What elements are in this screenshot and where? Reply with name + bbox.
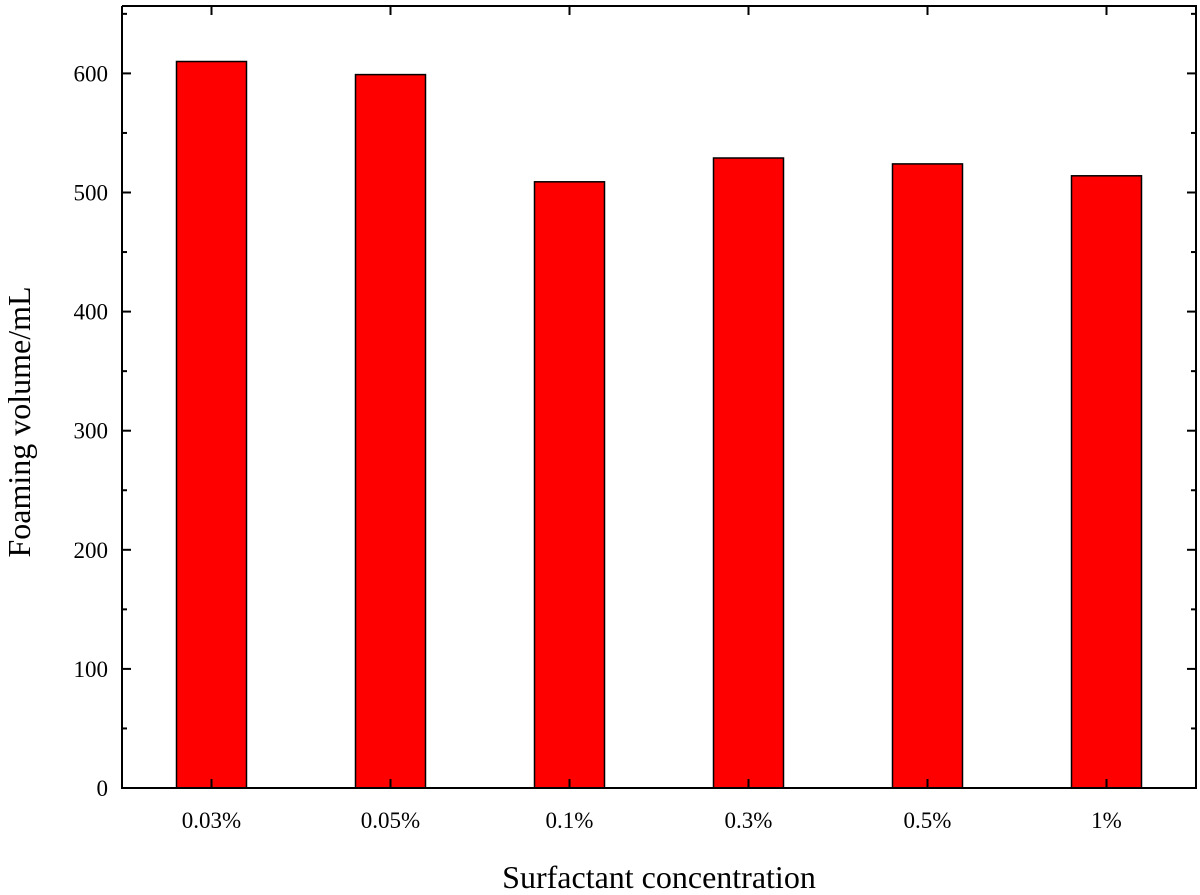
y-axis-title: Foaming volume/mL xyxy=(1,286,37,557)
y-tick-label: 0 xyxy=(97,776,109,801)
x-tick-label: 0.5% xyxy=(904,808,952,833)
y-tick-label: 300 xyxy=(74,419,109,444)
y-tick-label: 400 xyxy=(74,300,109,325)
y-tick-label: 500 xyxy=(74,181,109,206)
bar-0.05% xyxy=(354,73,427,789)
bar-0.03% xyxy=(175,60,248,789)
y-tick-label: 600 xyxy=(74,61,109,86)
bar-1% xyxy=(1070,175,1143,789)
y-axis-ticks: 0 100 200 300 400 500 600 xyxy=(74,12,1196,801)
bars-group xyxy=(175,60,1143,789)
bar-0.3% xyxy=(712,157,785,789)
y-tick-label: 100 xyxy=(74,657,109,682)
x-tick-label: 0.1% xyxy=(546,808,594,833)
x-tick-label: 0.05% xyxy=(361,808,420,833)
y-tick-label: 200 xyxy=(74,538,109,563)
plot-frame xyxy=(121,5,1197,789)
x-tick-label: 1% xyxy=(1091,808,1122,833)
bar-0.1% xyxy=(533,181,606,789)
bar-0.5% xyxy=(891,163,964,789)
x-axis-title: Surfactant concentration xyxy=(502,859,816,895)
x-tick-label: 0.03% xyxy=(182,808,241,833)
x-axis-ticks: 0.03% 0.05% 0.1% 0.3% 0.5% 1% xyxy=(182,6,1122,833)
x-tick-label: 0.3% xyxy=(725,808,773,833)
